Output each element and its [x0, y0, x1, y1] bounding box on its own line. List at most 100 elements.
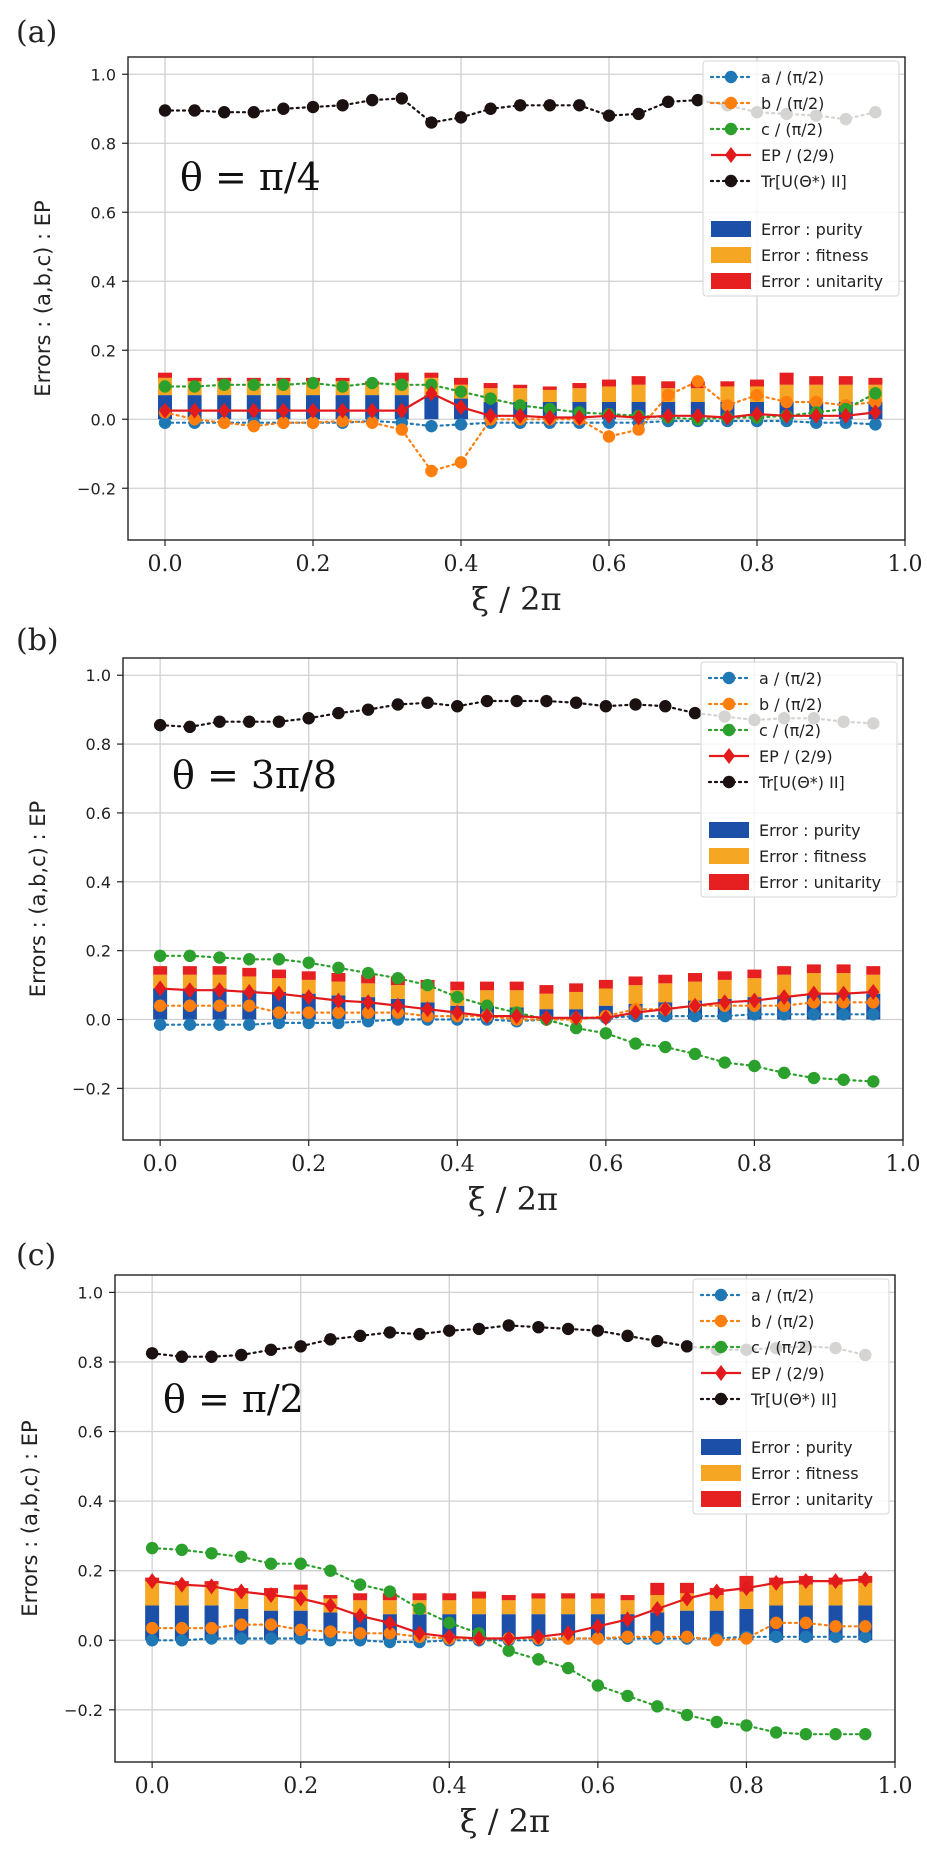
point-tr [599, 700, 613, 713]
point-tr [264, 1343, 278, 1356]
point-tr [451, 700, 464, 713]
bar-fitness [838, 384, 853, 402]
legend-label: Error : purity [761, 220, 863, 239]
bar-unitarity [158, 372, 172, 378]
point-tr [175, 1350, 189, 1363]
point-b [175, 1621, 189, 1635]
legend-marker [724, 70, 738, 84]
point-c [514, 399, 527, 412]
point-ep [543, 409, 556, 426]
point-tr [472, 1322, 486, 1336]
point-ep [473, 1630, 485, 1647]
point-ep [807, 985, 820, 1002]
point-a [425, 419, 438, 433]
point-b [680, 1630, 694, 1643]
point-tr [332, 706, 345, 720]
point-b [353, 1627, 367, 1640]
bar-unitarity [187, 377, 202, 382]
point-b [213, 999, 226, 1012]
bar-unitarity [777, 966, 792, 975]
bar-fitness [620, 1600, 635, 1615]
point-a [769, 1630, 783, 1643]
bar-unitarity [450, 981, 465, 991]
legend-label: EP / (2/9) [761, 146, 835, 165]
point-b [602, 430, 616, 443]
point-b [188, 413, 201, 426]
point-tr [573, 99, 586, 112]
point-b [243, 999, 256, 1012]
bar-unitarity [680, 1582, 694, 1594]
point-a [175, 1634, 189, 1647]
point-tr [188, 104, 201, 117]
point-c [183, 949, 197, 963]
point-a [383, 1635, 397, 1649]
legend-label: a / (π/2) [751, 1286, 814, 1305]
point-ep [662, 407, 675, 424]
point-a [332, 1016, 345, 1030]
point-ep [629, 1004, 642, 1021]
y-tick-label: 0.6 [86, 804, 111, 823]
bar-unitarity [650, 1582, 665, 1596]
panel-3: (c) 0.0 0.2 0.4 0.6 0.8 1.0 −0.2 0.0 0.2 0.4 0.6 0.8… [16, 1238, 913, 1840]
bar-fitness [531, 1598, 546, 1615]
bar-unitarity [569, 983, 584, 992]
legend-label: Tr[U(Θ*) II] [758, 773, 845, 792]
x-axis-label: ξ / 2π [471, 580, 561, 618]
point-ep [599, 1009, 612, 1026]
bar-unitarity [531, 1593, 546, 1599]
bar-unitarity [602, 379, 616, 387]
plot-area [153, 694, 881, 1088]
bar-purity [424, 395, 439, 420]
bar-fitness [602, 386, 616, 402]
point-tr [621, 1329, 634, 1343]
point-ep [273, 985, 285, 1002]
bar-unitarity [598, 979, 613, 989]
panel-2: (b) 0.0 0.2 0.4 0.6 0.8 1.0 −0.2 0.0 0.2 0.4 0.6 0.8… [16, 623, 921, 1218]
point-c [688, 1047, 702, 1061]
legend-label: a / (π/2) [759, 669, 822, 688]
legend-swatch-unitarity [709, 874, 749, 890]
point-c [336, 380, 349, 393]
point-a [213, 1018, 226, 1031]
point-b [591, 1632, 605, 1645]
point-c [532, 1653, 545, 1666]
point-tr [391, 698, 405, 711]
point-tr [324, 1333, 337, 1346]
point-tr [366, 93, 379, 107]
point-tr [480, 694, 494, 708]
point-ep [294, 1590, 307, 1607]
point-a [867, 1008, 880, 1021]
bar-unitarity [620, 1595, 635, 1601]
bar-unitarity [323, 1595, 338, 1599]
point-tr [602, 109, 616, 122]
legend-label: Error : fitness [751, 1464, 859, 1483]
bar-unitarity [750, 379, 764, 387]
point-c [543, 402, 556, 416]
plot-frame [127, 56, 906, 541]
legend-swatch-unitarity [711, 273, 751, 289]
point-ep [867, 983, 880, 1000]
point-ep [591, 1618, 604, 1635]
legend-marker-ep [723, 748, 735, 764]
point-ep [869, 404, 882, 421]
point-a [869, 418, 882, 431]
bar-unitarity [353, 1593, 368, 1601]
bar-unitarity [747, 969, 762, 979]
point-tr [243, 715, 256, 728]
bar-unitarity [335, 377, 350, 382]
point-tr [662, 95, 675, 109]
point-c [145, 1541, 159, 1555]
point-b [829, 1620, 842, 1633]
point-tr [306, 100, 320, 114]
point-b [272, 1006, 286, 1019]
legend-label: Error : fitness [761, 246, 869, 265]
point-c [748, 1059, 761, 1073]
bar-fitness [542, 389, 557, 402]
point-ep [324, 1597, 337, 1614]
x-tick-label: 0.8 [729, 1774, 764, 1799]
point-tr [247, 106, 260, 119]
point-c [175, 1543, 189, 1557]
bar-fitness [242, 976, 257, 991]
point-ep [154, 980, 167, 997]
bar-unitarity [212, 966, 227, 975]
